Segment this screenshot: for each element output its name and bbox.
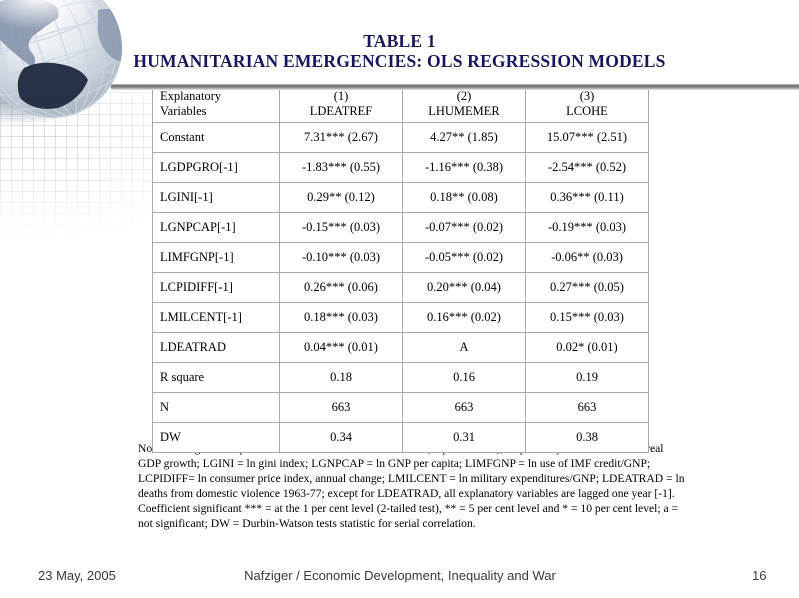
table-row: Constant 7.31*** (2.67) 4.27** (1.85) 15… — [152, 122, 649, 153]
table-cell: 0.16*** (0.02) — [402, 302, 526, 333]
table-row: LCPIDIFF[-1] 0.26*** (0.06) 0.20*** (0.0… — [152, 272, 649, 303]
footer-page-number: 16 — [752, 568, 767, 583]
table-row: LGDPGRO[-1] -1.83*** (0.55) -1.16*** (0.… — [152, 152, 649, 183]
table-row: N 663 663 663 — [152, 392, 649, 423]
row-label: N — [152, 392, 280, 423]
table-cell: 0.36*** (0.11) — [525, 182, 649, 213]
table-cell: 663 — [279, 392, 403, 423]
table-cell: -1.83*** (0.55) — [279, 152, 403, 183]
row-label: R square — [152, 362, 280, 393]
table-row: LIMFGNP[-1] -0.10*** (0.03) -0.05*** (0.… — [152, 242, 649, 273]
table-cell: 0.34 — [279, 422, 403, 453]
title-divider-bar — [111, 84, 799, 90]
footer-date: 23 May, 2005 — [38, 568, 116, 583]
table-cell: -0.10*** (0.03) — [279, 242, 403, 273]
header-explanatory-variables: Explanatory Variables — [152, 84, 280, 123]
table-cell: A — [402, 332, 526, 363]
row-label: LGINI[-1] — [152, 182, 280, 213]
table-cell: -0.15*** (0.03) — [279, 212, 403, 243]
row-label: LMILCENT[-1] — [152, 302, 280, 333]
table-cell: 15.07*** (2.51) — [525, 122, 649, 153]
table-header-row: Explanatory Variables (1) LDEATREF (2) L… — [152, 84, 649, 123]
table-cell: 0.18*** (0.03) — [279, 302, 403, 333]
table-row: LDEATRAD 0.04*** (0.01) A 0.02* (0.01) — [152, 332, 649, 363]
row-label: LDEATRAD — [152, 332, 280, 363]
table-number-heading: TABLE 1 — [363, 31, 436, 51]
table-cell: -0.06** (0.03) — [525, 242, 649, 273]
row-label: LGNPCAP[-1] — [152, 212, 280, 243]
table-note: Note: The figures are parameter estimate… — [138, 442, 685, 530]
header-model-3: (3) LCOHE — [525, 84, 649, 123]
header-model-1: (1) LDEATREF — [279, 84, 403, 123]
table-cell: 0.16 — [402, 362, 526, 393]
table-row: LGNPCAP[-1] -0.15*** (0.03) -0.07*** (0.… — [152, 212, 649, 243]
table-cell: 0.02* (0.01) — [525, 332, 649, 363]
table-cell: -1.16*** (0.38) — [402, 152, 526, 183]
table-row: LGINI[-1] 0.29** (0.12) 0.18** (0.08) 0.… — [152, 182, 649, 213]
table-cell: 0.26*** (0.06) — [279, 272, 403, 303]
table-cell: 0.38 — [525, 422, 649, 453]
row-label: LCPIDIFF[-1] — [152, 272, 280, 303]
table-row: LMILCENT[-1] 0.18*** (0.03) 0.16*** (0.0… — [152, 302, 649, 333]
row-label: DW — [152, 422, 280, 453]
table-cell: -2.54*** (0.52) — [525, 152, 649, 183]
table-cell: -0.07*** (0.02) — [402, 212, 526, 243]
table-cell: 0.15*** (0.03) — [525, 302, 649, 333]
table-row: DW 0.34 0.31 0.38 — [152, 422, 649, 453]
table-cell: 0.18 — [279, 362, 403, 393]
table-cell: -0.05*** (0.02) — [402, 242, 526, 273]
table-cell: 0.27*** (0.05) — [525, 272, 649, 303]
footer-credit: Nafziger / Economic Development, Inequal… — [244, 568, 556, 583]
table-cell: 0.31 — [402, 422, 526, 453]
table-cell: 663 — [525, 392, 649, 423]
table-row: R square 0.18 0.16 0.19 — [152, 362, 649, 393]
table-cell: -0.19*** (0.03) — [525, 212, 649, 243]
table-cell: 0.18** (0.08) — [402, 182, 526, 213]
row-label: LIMFGNP[-1] — [152, 242, 280, 273]
table-cell: 0.19 — [525, 362, 649, 393]
table-cell: 4.27** (1.85) — [402, 122, 526, 153]
table-cell: 0.04*** (0.01) — [279, 332, 403, 363]
slide-title: TABLE 1 HUMANITARIAN EMERGENCIES: OLS RE… — [0, 31, 799, 71]
table-cell: 7.31*** (2.67) — [279, 122, 403, 153]
table-cell: 663 — [402, 392, 526, 423]
table-cell: 0.20*** (0.04) — [402, 272, 526, 303]
header-model-2: (2) LHUMEMER — [402, 84, 526, 123]
regression-table: Explanatory Variables (1) LDEATREF (2) L… — [152, 84, 649, 453]
table-title-heading: HUMANITARIAN EMERGENCIES: OLS REGRESSION… — [133, 51, 666, 71]
row-label: LGDPGRO[-1] — [152, 152, 280, 183]
row-label: Constant — [152, 122, 280, 153]
table-cell: 0.29** (0.12) — [279, 182, 403, 213]
globe-icon — [0, 0, 122, 126]
